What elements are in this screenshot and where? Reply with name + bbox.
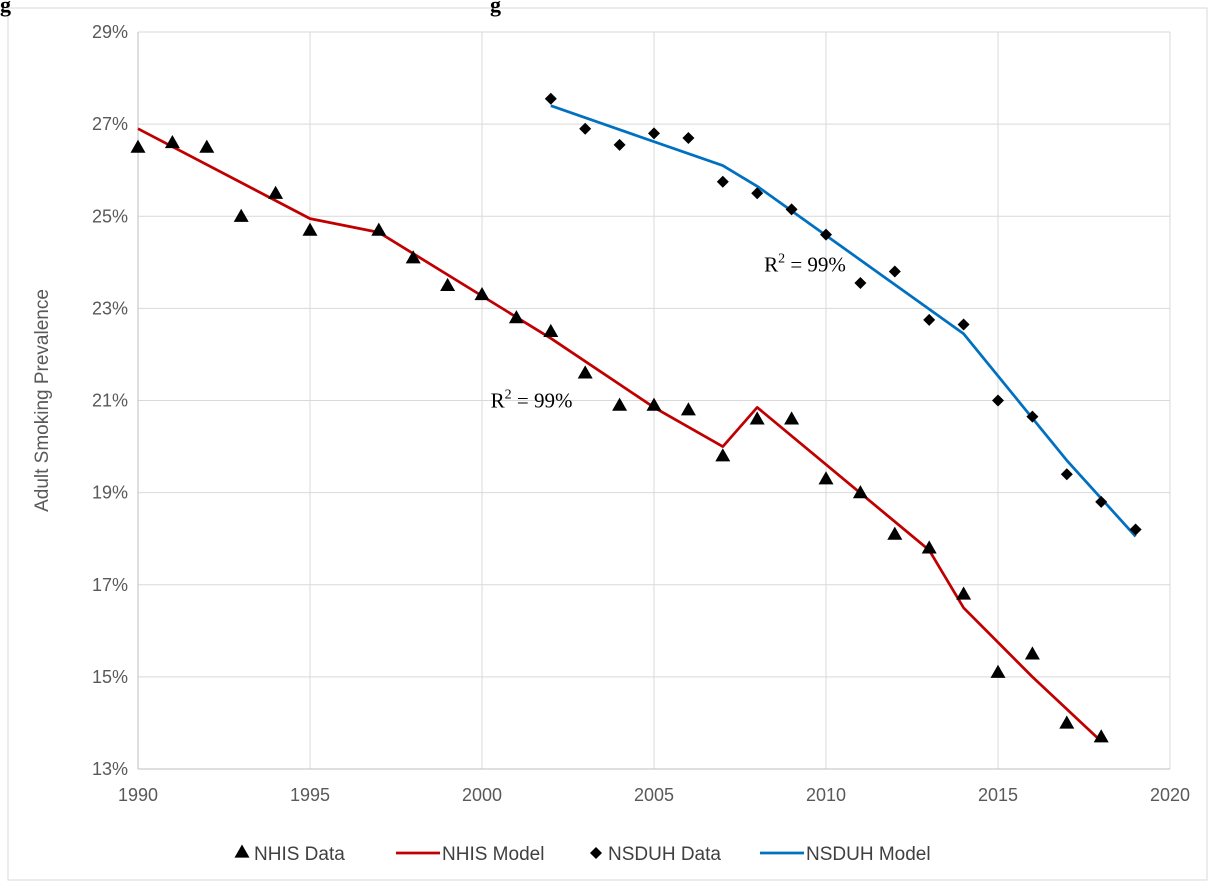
nsduh-data-point <box>957 318 970 331</box>
r-squared-annotation: R2 = 99% <box>491 387 573 412</box>
y-tick-label: 13% <box>92 759 128 779</box>
nsduh-data-point <box>613 138 626 151</box>
nhis-data-point <box>852 485 868 499</box>
x-tick-label: 2010 <box>806 785 846 805</box>
r-squared-annotation: R2 = 99% <box>764 252 846 277</box>
nhis-data-point <box>405 250 421 264</box>
nsduh-data-point <box>751 187 764 200</box>
nhis-data-point <box>990 664 1006 678</box>
nsduh-model-line <box>550 104 1137 538</box>
legend-marker-nsduh-data <box>590 847 602 859</box>
nhis-data-point <box>577 365 593 379</box>
x-tick-label: 2015 <box>978 785 1018 805</box>
nhis-data-point <box>474 287 490 301</box>
figure-title-fragment: g g <box>0 0 501 18</box>
nsduh-data-point <box>579 122 592 135</box>
nhis-model-line <box>137 127 1103 743</box>
nhis-data-point <box>302 222 318 236</box>
legend-marker-nhis-data <box>234 844 250 858</box>
nsduh-data-point <box>785 203 798 216</box>
y-axis-label: Adult Smoking Prevalence <box>32 289 53 512</box>
title-fragment-right: g <box>490 0 501 17</box>
nsduh-data-point <box>1026 410 1039 423</box>
x-tick-label: 1990 <box>118 785 158 805</box>
y-tick-label: 27% <box>92 114 128 134</box>
nhis-data-point <box>680 402 696 416</box>
nsduh-data-point <box>854 277 867 290</box>
nsduh-data-point <box>923 313 936 326</box>
nsduh-data-point <box>648 127 660 140</box>
nhis-data-point <box>130 139 146 153</box>
nhis-data-point <box>440 277 456 291</box>
nsduh-data-point <box>992 394 1004 407</box>
chart-border <box>7 7 1208 881</box>
nhis-data-point <box>1059 715 1075 729</box>
nsduh-data-point <box>1060 468 1073 481</box>
nsduh-data-point <box>820 228 832 241</box>
nhis-data-point <box>199 139 215 153</box>
nhis-data-point <box>715 448 731 462</box>
nhis-data-point <box>164 135 180 149</box>
nhis-data-point <box>371 222 387 236</box>
y-tick-label: 25% <box>92 206 128 226</box>
nhis-data-point <box>1093 729 1109 743</box>
nhis-data-point <box>233 208 249 222</box>
y-tick-label: 17% <box>92 575 128 595</box>
nsduh-data-point <box>716 175 729 188</box>
nhis-data-point <box>887 526 903 540</box>
y-tick-label: 19% <box>92 483 128 503</box>
y-tick-label: 23% <box>92 298 128 318</box>
y-tick-label: 29% <box>92 22 128 42</box>
nsduh-data-point <box>682 131 695 144</box>
nhis-data-point <box>749 411 765 425</box>
legend-label-nhis-data: NHIS Data <box>254 844 345 865</box>
legend-label-nsduh-data: NSDUH Data <box>608 844 721 865</box>
nhis-data-point <box>1024 646 1040 660</box>
x-tick-label: 1995 <box>290 785 330 805</box>
nhis-data-point <box>956 586 972 600</box>
nhis-data-point <box>784 411 800 425</box>
nhis-data-point <box>268 185 284 199</box>
nsduh-data-point <box>1129 523 1142 536</box>
nhis-data-point <box>543 323 559 338</box>
legend-label-nhis-model: NHIS Model <box>442 844 544 865</box>
title-fragment-left: g <box>0 0 11 17</box>
nhis-data-point <box>508 310 524 324</box>
legend-label-nsduh-model: NSDUH Model <box>806 844 931 865</box>
nsduh-data-point <box>1095 495 1108 508</box>
nsduh-data-point <box>888 265 901 278</box>
x-tick-label: 2000 <box>462 785 502 805</box>
nhis-data-point <box>612 397 628 411</box>
nhis-data-point <box>646 397 662 411</box>
x-tick-label: 2020 <box>1150 785 1190 805</box>
nhis-data-point <box>818 471 834 485</box>
nhis-data-point <box>921 540 937 554</box>
x-tick-label: 2005 <box>634 785 674 805</box>
y-tick-label: 21% <box>92 391 128 411</box>
y-tick-label: 15% <box>92 667 128 687</box>
nsduh-data-point <box>544 92 557 105</box>
